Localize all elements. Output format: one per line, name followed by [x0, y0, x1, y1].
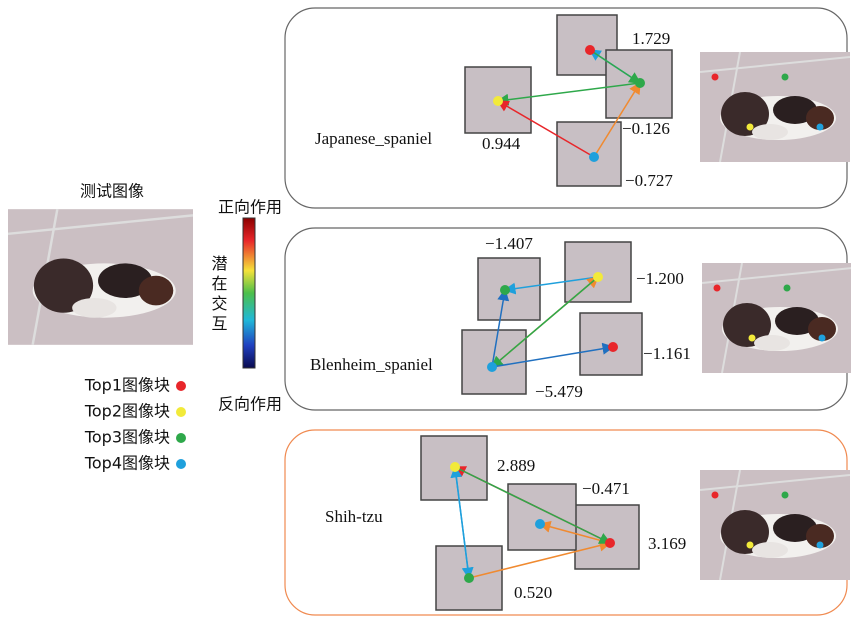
- test-image-label: 测试图像: [80, 182, 144, 201]
- patch-value: −1.200: [636, 269, 684, 288]
- legend-dot: [176, 407, 186, 417]
- result-image: [700, 470, 850, 580]
- colorbar-gradient: [243, 218, 255, 368]
- result-dot: [714, 285, 721, 292]
- image-patch: [575, 505, 639, 569]
- colorbar-top-label: 正向作用: [218, 198, 282, 217]
- patch-dot: [450, 462, 460, 472]
- patch-dot: [500, 285, 510, 295]
- colorbar-middle-label: 潜在交互: [209, 255, 228, 335]
- result-dot: [782, 74, 789, 81]
- result-dot: [817, 542, 824, 549]
- class-name: Blenheim_spaniel: [310, 355, 433, 374]
- patch-value: −1.161: [643, 344, 691, 363]
- patch-dot: [635, 78, 645, 88]
- test-image: [8, 209, 193, 345]
- patch-value: −0.471: [582, 479, 630, 498]
- patch-value: −0.727: [625, 171, 673, 190]
- result-dot: [712, 74, 719, 81]
- patch-value: 0.520: [514, 583, 552, 602]
- patch-dot: [589, 152, 599, 162]
- patch-dot: [535, 519, 545, 529]
- patch-dot: [605, 538, 615, 548]
- class-name: Shih-tzu: [325, 507, 383, 526]
- patch-dot: [464, 573, 474, 583]
- patch-dot: [493, 96, 503, 106]
- patch-value: −5.479: [535, 382, 583, 401]
- legend-label: Top1图像块: [84, 376, 170, 395]
- legend-dot: [176, 381, 186, 391]
- result-dot: [782, 492, 789, 499]
- patch-dot: [585, 45, 595, 55]
- result-dot: [712, 492, 719, 499]
- result-image: [702, 263, 851, 373]
- colorbar-bottom-label: 反向作用: [218, 395, 282, 414]
- panel: Blenheim_spaniel −1.161 −1.200 −1.407 −5.479: [285, 228, 851, 410]
- result-dot: [747, 124, 754, 131]
- patch-value: −0.126: [622, 119, 670, 138]
- result-dot: [747, 542, 754, 549]
- patch-dot: [608, 342, 618, 352]
- colorbar: 正向作用 潜在交互 反向作用: [209, 198, 283, 414]
- result-dot: [749, 335, 756, 342]
- panel: Shih-tzu 3.169 2.889 0.520 −0.471: [285, 430, 850, 615]
- legend-label: Top2图像块: [84, 402, 170, 421]
- result-dot: [784, 285, 791, 292]
- image-patch: [508, 484, 576, 550]
- legend-label: Top4图像块: [84, 454, 170, 473]
- patch-value: −1.407: [485, 234, 533, 253]
- panel: Japanese_spaniel 1.729 0.944 −0.126 −0.727: [285, 8, 850, 208]
- test-image-block: 测试图像: [8, 182, 193, 345]
- legend-label: Top3图像块: [84, 428, 170, 447]
- result-image: [700, 52, 850, 162]
- patch-value: 1.729: [632, 29, 670, 48]
- panels: Japanese_spaniel 1.729 0.944 −0.126 −0.727 Bl…: [285, 8, 851, 615]
- legend-dot: [176, 459, 186, 469]
- legend-dot: [176, 433, 186, 443]
- patch-dot: [487, 362, 497, 372]
- image-patch: [462, 330, 526, 394]
- patch-value: 0.944: [482, 134, 521, 153]
- class-name: Japanese_spaniel: [315, 129, 432, 148]
- patch-value: 2.889: [497, 456, 535, 475]
- patch-value: 3.169: [648, 534, 686, 553]
- result-dot: [819, 335, 826, 342]
- figure: 测试图像 正向作用 潜在交互 反向作用 Top1图像块 Top2图像块 Top3图像…: [0, 0, 851, 621]
- result-dot: [817, 124, 824, 131]
- legend: Top1图像块 Top2图像块 Top3图像块 Top4图像块: [84, 376, 186, 473]
- patch-dot: [593, 272, 603, 282]
